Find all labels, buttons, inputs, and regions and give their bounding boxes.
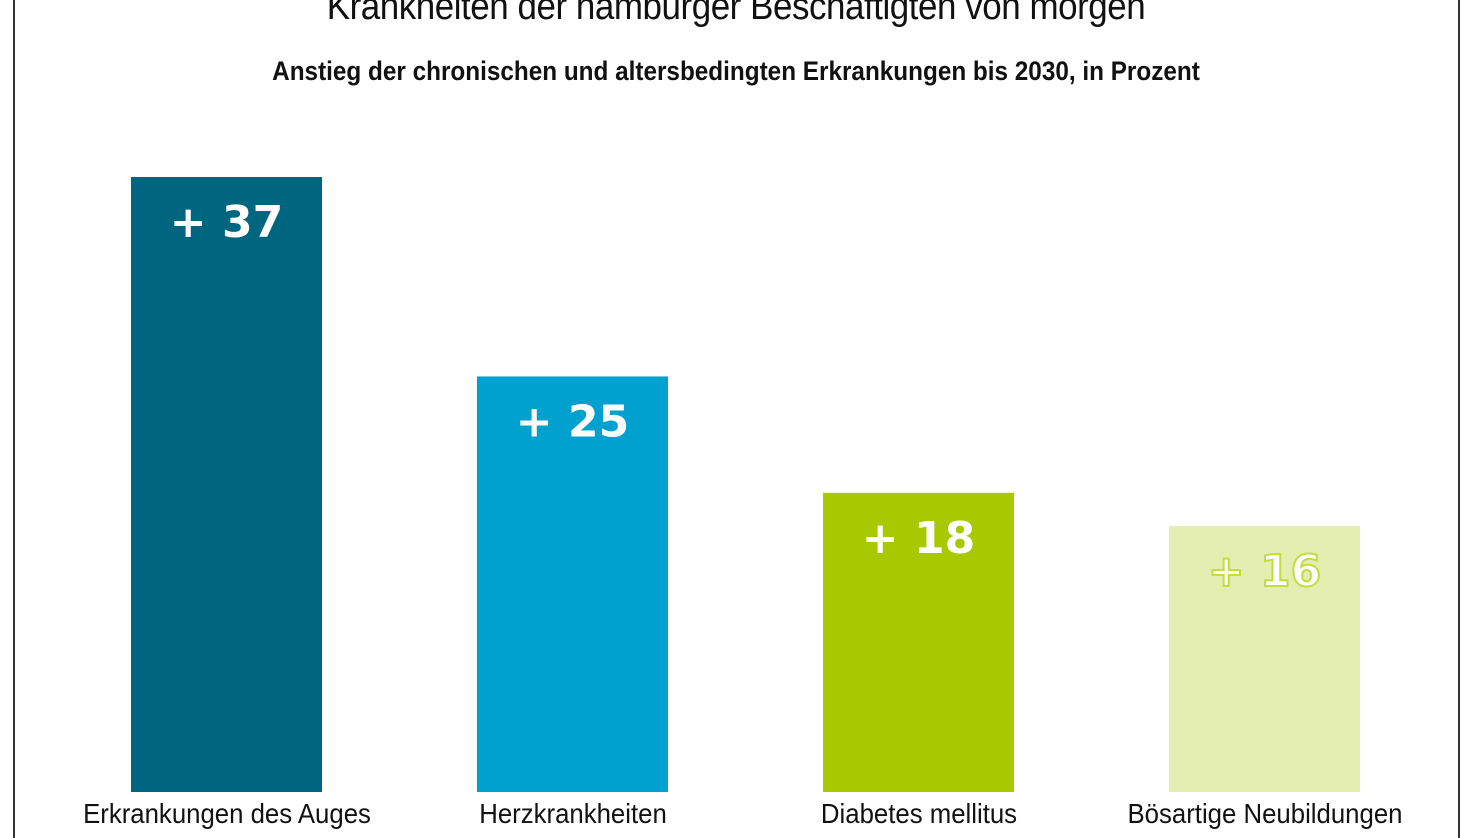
category-label: Diabetes mellitus: [820, 798, 1017, 829]
category-label: Erkrankungen des Auges: [82, 798, 371, 829]
bar: [823, 492, 1014, 792]
bar: [1169, 526, 1360, 792]
category-label: Bösartige Neubildungen: [1127, 798, 1402, 829]
chart-title: Krankheiten der hamburger Beschäftigten …: [326, 0, 1146, 28]
data-label: + 37: [170, 197, 283, 248]
data-label: + 18: [862, 513, 975, 564]
data-label: + 25: [516, 396, 629, 447]
bar: [131, 177, 322, 792]
chart-subtitle: Anstieg der chronischen und altersbeding…: [272, 56, 1200, 86]
data-label: + 16: [1208, 546, 1321, 597]
bar: [477, 376, 668, 792]
chart-frame: [13, 0, 1460, 838]
category-label: Herzkrankheiten: [478, 798, 667, 829]
